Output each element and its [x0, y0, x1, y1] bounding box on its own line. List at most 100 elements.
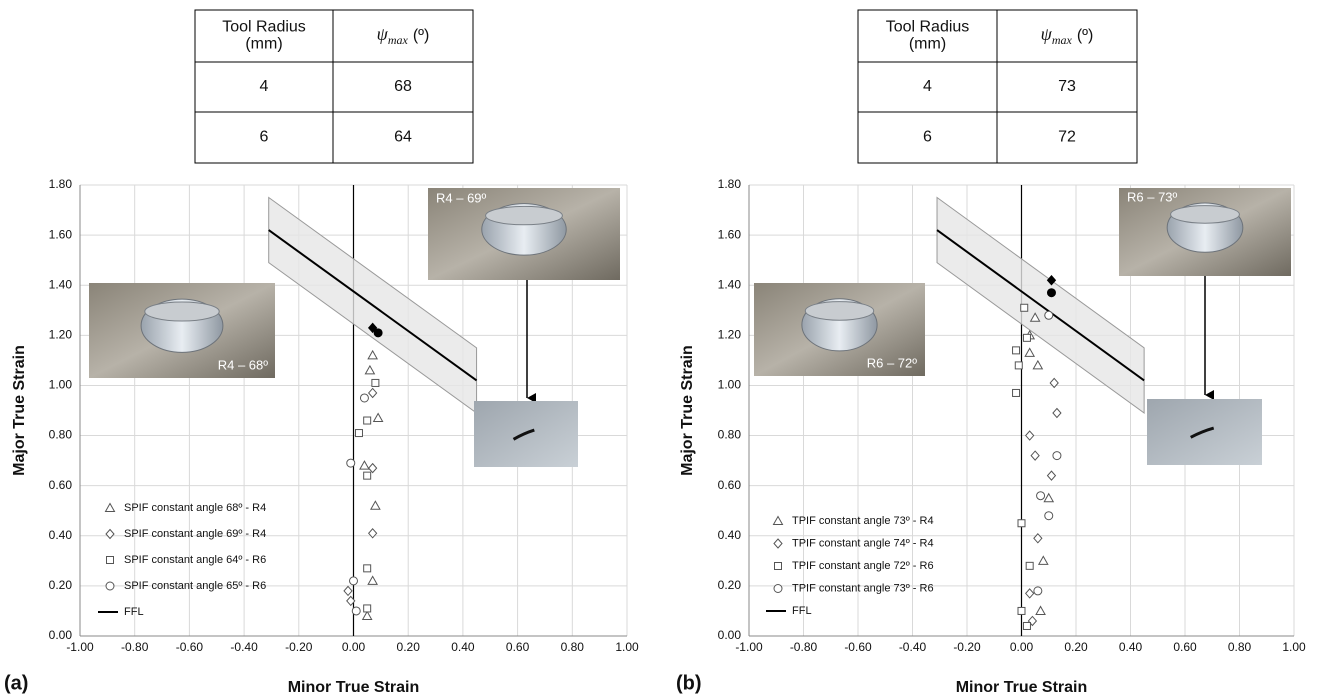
y-tick-label: 0.00: [49, 628, 73, 642]
marker-diamond: [1046, 470, 1057, 481]
y-tick-label: 1.00: [718, 378, 742, 392]
marker-circle: [351, 606, 361, 616]
marker-square: [1012, 346, 1021, 355]
x-tick-label: -0.60: [176, 640, 204, 654]
marker-square: [1017, 519, 1026, 528]
y-tick-label: 1.00: [49, 378, 73, 392]
marker-circle: [1033, 586, 1043, 596]
y-tick-label: 1.60: [718, 227, 742, 241]
marker-circle: [105, 581, 115, 591]
marker-diamond: [1025, 588, 1035, 599]
crack: [512, 428, 535, 441]
y-tick-label: 0.40: [718, 528, 742, 542]
marker-circle: [349, 576, 358, 586]
y-tick-label: 0.00: [718, 628, 742, 642]
y-tick-label: 0.80: [718, 428, 742, 442]
y-tick-label: 0.40: [49, 528, 73, 542]
marker-triangle: [104, 502, 116, 512]
chart: -1.00 -0.80 -0.60 -0.40 -0.20 0.00 0.20 0.40 0.6…: [676, 177, 1306, 696]
x-tick-label: -0.60: [844, 640, 872, 654]
marker-circle: [1044, 511, 1054, 521]
marker-triangle: [1037, 555, 1049, 565]
marker-triangle: [1035, 605, 1046, 615]
y-tick-label: 1.80: [49, 177, 73, 191]
x-tick-label: 0.40: [451, 640, 475, 654]
table-cell: 64: [394, 129, 412, 146]
table-header: Tool Radius: [222, 19, 306, 36]
marker-square: [1020, 303, 1029, 312]
marker-square: [1022, 621, 1031, 630]
table-cell: 73: [1058, 78, 1076, 95]
photo: R6 – 73º: [1119, 188, 1291, 276]
marker-diamond: [346, 595, 356, 607]
legend-label: TPIF constant angle 73º - R6: [792, 582, 934, 594]
table-header: ψmax (º): [377, 24, 430, 47]
marker-triangle: [367, 575, 378, 585]
header-subscript: max: [388, 33, 409, 47]
photo: R6 – 72º: [754, 283, 925, 376]
x-tick-label: -0.80: [121, 640, 149, 654]
x-axis-title: Minor True Strain: [288, 679, 420, 696]
marker-square: [1025, 561, 1034, 570]
marker-diamond: [105, 528, 115, 540]
marker-square: [1012, 388, 1021, 397]
y-axis-title: Major True Strain: [679, 345, 696, 476]
photo: R4 – 69º: [428, 188, 620, 280]
legend-label: TPIF constant angle 73º - R4: [792, 515, 934, 527]
photo-caption: R4 – 68º: [218, 357, 269, 372]
y-tick-label: 0.20: [49, 578, 73, 592]
marker-circle: [1036, 491, 1046, 501]
table-header: (mm): [909, 36, 946, 53]
table-cell: 72: [1058, 129, 1076, 146]
crack-photo: [474, 401, 578, 467]
x-tick-label: 0.80: [1228, 640, 1252, 654]
photo-caption: R4 – 69º: [436, 190, 487, 205]
photo-part: [485, 205, 563, 226]
marker-square: [1014, 361, 1023, 370]
marker-triangle: [772, 515, 784, 525]
x-tick-label: -0.40: [899, 640, 927, 654]
x-tick-label: 0.00: [1010, 640, 1034, 654]
marker-diamond: [367, 462, 378, 474]
marker-square: [371, 378, 380, 387]
x-tick-label: -0.20: [953, 640, 981, 654]
x-tick-label: -1.00: [66, 640, 94, 654]
y-tick-label: 1.40: [49, 277, 73, 291]
marker-triangle: [1029, 312, 1041, 322]
marker-triangle: [367, 349, 378, 360]
table: Tool Radius(mm) ψmax (º) 4 68 6 64: [194, 9, 474, 164]
marker-square: [354, 429, 363, 438]
marker-square: [774, 562, 782, 570]
x-tick-label: 0.80: [561, 640, 585, 654]
y-tick-label: 0.20: [718, 578, 742, 592]
marker-diamond: [1030, 450, 1040, 461]
marker-circle: [773, 584, 783, 593]
table-header: (mm): [245, 36, 282, 53]
table-cell: 4: [923, 78, 932, 95]
marker-triangle: [372, 412, 384, 423]
legend-label: SPIF constant angle 69º - R4: [124, 528, 266, 540]
marker-square: [1017, 606, 1026, 615]
y-tick-label: 1.20: [49, 328, 73, 342]
photo-caption: R6 – 73º: [1127, 189, 1178, 204]
x-tick-label: -0.80: [790, 640, 818, 654]
table: Tool Radius(mm) ψmax (º) 4 73 6 72: [857, 9, 1138, 164]
y-tick-label: 1.80: [718, 177, 742, 191]
legend-label: SPIF constant angle 68º - R4: [124, 502, 266, 514]
marker-diamond: [1025, 430, 1035, 441]
x-tick-label: -0.40: [230, 640, 258, 654]
x-axis-title: Minor True Strain: [956, 679, 1088, 696]
table-cell: 6: [923, 129, 932, 146]
marker-square: [106, 556, 114, 564]
x-tick-label: -1.00: [735, 640, 763, 654]
y-tick-label: 1.60: [49, 227, 73, 241]
x-tick-label: 0.40: [1119, 640, 1143, 654]
header-symbol: ψ: [1041, 24, 1053, 44]
crack: [1190, 426, 1215, 439]
marker-circle: [359, 393, 369, 403]
crack-photo: [1147, 399, 1262, 465]
marker-square: [363, 416, 372, 425]
photo-part: [804, 301, 875, 321]
marker-circle: [373, 328, 383, 338]
